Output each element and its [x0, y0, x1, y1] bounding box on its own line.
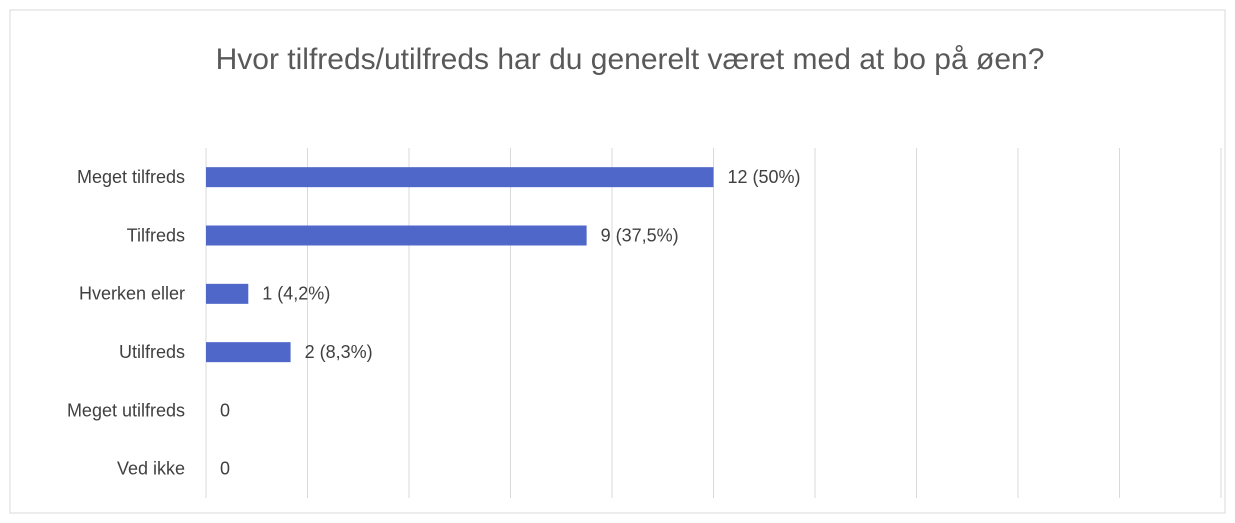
- chart-title: Hvor tilfreds/utilfreds har du generelt …: [215, 43, 1045, 76]
- y-tick-label: Tilfreds: [127, 225, 185, 245]
- y-tick-label: Meget tilfreds: [77, 167, 185, 187]
- data-label: 2 (8,3%): [305, 342, 373, 362]
- y-tick-label: Meget utilfreds: [67, 400, 185, 420]
- bar: [206, 342, 291, 363]
- y-tick-label: Ved ikke: [117, 459, 185, 479]
- y-tick-label: Hverken eller: [79, 284, 185, 304]
- bar: [206, 167, 714, 188]
- data-label: 0: [220, 400, 230, 420]
- bar: [206, 283, 249, 304]
- data-label: 0: [220, 459, 230, 479]
- data-label: 12 (50%): [728, 167, 801, 187]
- data-label: 1 (4,2%): [262, 284, 330, 304]
- data-label: 9 (37,5%): [601, 225, 679, 245]
- chart-frame: [9, 9, 1226, 514]
- y-tick-label: Utilfreds: [119, 342, 185, 362]
- bar: [206, 225, 587, 246]
